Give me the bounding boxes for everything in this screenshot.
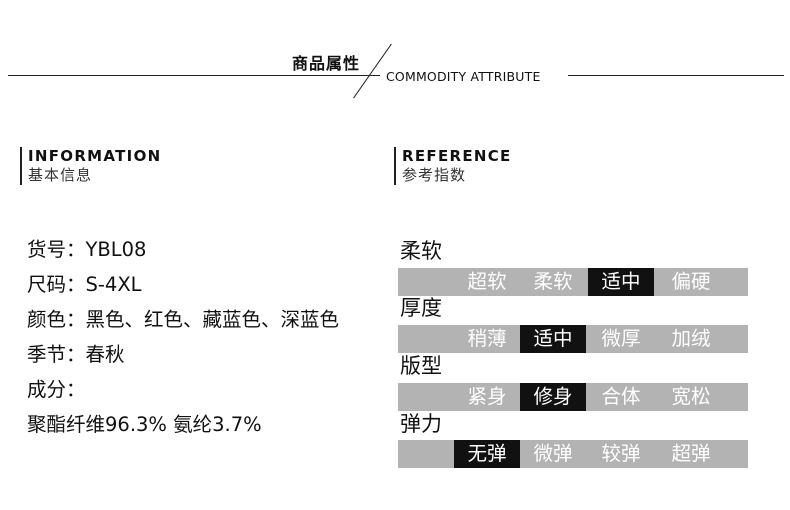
ref-softness-option-3: 适中: [588, 268, 654, 296]
ref-softness-option-2: 柔软: [533, 270, 573, 293]
information-heading-cn: 基本信息: [28, 166, 93, 184]
reference-heading-cn: 参考指数: [402, 166, 467, 184]
ref-thickness-bar: 稍薄 适中 微厚 加绒: [398, 325, 748, 353]
info-colors: 颜色：黑色、红色、藏蓝色、深蓝色: [27, 308, 340, 331]
ref-elasticity-option-4: 超弹: [671, 442, 711, 465]
header-line-right: [568, 75, 784, 76]
ref-elasticity-label: 弹力: [400, 412, 442, 436]
ref-softness-bar: 超软 柔软 适中 偏硬: [398, 268, 748, 296]
info-item-number: 货号：YBL08: [27, 238, 147, 261]
ref-softness-option-1: 超软: [467, 270, 507, 293]
ref-fit-label: 版型: [400, 354, 442, 378]
ref-softness-option-4: 偏硬: [671, 270, 711, 293]
ref-thickness-option-4: 加绒: [671, 327, 711, 350]
info-season: 季节：春秋: [27, 343, 125, 366]
ref-elasticity-option-2: 微弹: [533, 442, 573, 465]
reference-heading-en: REFERENCE: [402, 147, 512, 165]
header-title-cn: 商品属性: [292, 54, 361, 73]
ref-fit-option-2: 修身: [520, 383, 586, 411]
ref-softness-label: 柔软: [400, 239, 442, 263]
ref-thickness-option-2: 适中: [520, 325, 586, 353]
ref-fit-bar: 紧身 修身 合体 宽松: [398, 383, 748, 411]
reference-heading: REFERENCE 参考指数: [394, 147, 512, 185]
ref-thickness-option-3: 微厚: [601, 327, 641, 350]
ref-thickness-option-1: 稍薄: [467, 327, 507, 350]
ref-thickness-label: 厚度: [400, 296, 442, 320]
info-size: 尺码：S-4XL: [27, 273, 142, 296]
info-composition-value: 聚酯纤维96.3% 氨纶3.7%: [27, 413, 262, 436]
information-heading-en: INFORMATION: [28, 147, 162, 165]
information-heading: INFORMATION 基本信息: [20, 147, 161, 185]
info-composition-label: 成分：: [27, 378, 86, 401]
ref-elasticity-option-1: 无弹: [454, 440, 520, 468]
header-line-left: [8, 75, 380, 76]
ref-elasticity-bar: 无弹 微弹 较弹 超弹: [398, 440, 748, 468]
header-title-en: COMMODITY ATTRIBUTE: [386, 69, 541, 84]
ref-fit-option-3: 合体: [601, 385, 641, 408]
ref-elasticity-option-3: 较弹: [601, 442, 641, 465]
ref-fit-option-4: 宽松: [671, 385, 711, 408]
ref-fit-option-1: 紧身: [467, 385, 507, 408]
